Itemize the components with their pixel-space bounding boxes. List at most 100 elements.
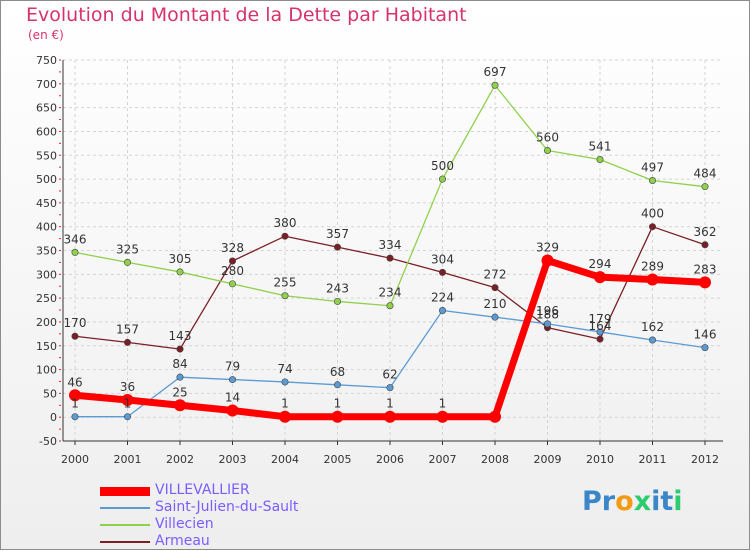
data-label: 1	[71, 397, 79, 411]
data-label: 84	[172, 357, 187, 371]
data-point	[489, 410, 501, 423]
data-label: 74	[277, 362, 292, 376]
data-point	[438, 268, 446, 276]
data-label: 210	[484, 297, 507, 311]
legend-swatch	[100, 487, 150, 496]
data-point	[71, 413, 79, 421]
legend-label: VILLEVALLIER	[155, 482, 250, 498]
x-tick-label: 2009	[534, 453, 562, 466]
data-point	[386, 384, 394, 392]
y-tick-label: 250	[36, 292, 57, 305]
chart-subtitle: (en €)	[28, 28, 64, 42]
data-label: 294	[589, 257, 612, 271]
y-tick-label: 150	[36, 340, 57, 353]
data-label: 305	[169, 252, 192, 266]
logo-letter: i	[651, 486, 661, 517]
chart-title: Evolution du Montant de la Dette par Hab…	[26, 4, 467, 26]
data-label: 143	[169, 329, 192, 343]
data-point	[543, 146, 551, 154]
data-label: 157	[116, 322, 139, 336]
data-point	[436, 410, 449, 423]
x-tick-label: 2004	[271, 453, 299, 466]
proxiti-logo: Proxiti	[582, 486, 683, 517]
x-tick-label: 2006	[376, 453, 404, 466]
x-tick-label: 2012	[691, 453, 719, 466]
data-point	[331, 410, 344, 423]
data-point	[333, 243, 341, 251]
data-point	[229, 280, 237, 288]
logo-letter: x	[633, 486, 652, 517]
data-label: 289	[641, 260, 664, 274]
data-label: 25	[172, 385, 187, 399]
data-label: 334	[379, 238, 402, 252]
data-label: 325	[116, 242, 139, 256]
x-tick-label: 2000	[61, 453, 89, 466]
data-point	[333, 297, 341, 305]
logo-letter: t	[660, 486, 674, 517]
data-point	[386, 254, 394, 262]
data-point	[648, 176, 656, 184]
y-tick-label: 50	[43, 387, 57, 400]
data-label: 280	[221, 264, 244, 278]
y-tick-label: 100	[36, 364, 57, 377]
data-label: 272	[484, 268, 507, 282]
data-label: 62	[382, 368, 397, 382]
data-label: 500	[431, 159, 454, 173]
data-label: 283	[694, 262, 717, 276]
data-label: 188	[536, 308, 559, 322]
data-point	[281, 292, 289, 300]
y-tick-label: 350	[36, 245, 57, 258]
data-point	[229, 376, 237, 384]
data-label: 164	[589, 319, 612, 333]
data-point	[71, 248, 79, 256]
data-point	[71, 332, 79, 340]
x-tick-label: 2003	[219, 453, 247, 466]
data-label: 179	[589, 312, 612, 326]
data-point	[226, 404, 239, 417]
data-point	[541, 254, 554, 267]
data-label: 146	[694, 328, 717, 342]
data-label: 1	[334, 397, 342, 411]
data-point	[491, 313, 499, 321]
data-label: 697	[484, 65, 507, 79]
data-label: 1	[439, 397, 447, 411]
data-label: 484	[694, 167, 717, 181]
data-label: 329	[536, 241, 559, 255]
x-tick-label: 2005	[324, 453, 352, 466]
data-point	[279, 410, 291, 423]
x-tick-label: 2001	[114, 453, 142, 466]
y-tick-label: 450	[36, 197, 57, 210]
y-tick-label: 200	[36, 316, 57, 329]
data-point	[281, 378, 289, 386]
data-label: 234	[379, 286, 402, 300]
data-label: 36	[120, 380, 135, 394]
logo-letter: P	[582, 486, 602, 517]
y-tick-label: 550	[36, 149, 57, 162]
data-point	[648, 223, 656, 231]
data-point	[69, 389, 81, 402]
y-tick-label: 0	[50, 411, 57, 424]
data-label: 1	[281, 397, 289, 411]
data-point	[648, 336, 656, 344]
data-point	[176, 345, 184, 353]
data-point	[176, 268, 184, 276]
data-point	[229, 257, 237, 265]
data-label: 497	[641, 160, 664, 174]
data-label: 1	[386, 397, 394, 411]
data-point	[386, 302, 394, 310]
data-point	[176, 373, 184, 381]
x-tick-label: 2011	[639, 453, 667, 466]
legend-label: Saint-Julien-du-Sault	[155, 499, 299, 515]
legend-swatch	[100, 541, 150, 543]
data-label: 346	[64, 232, 87, 246]
legend-swatch	[100, 507, 150, 509]
data-point	[384, 410, 396, 423]
data-point	[491, 81, 499, 89]
data-point	[543, 320, 551, 328]
data-label: 196	[536, 304, 559, 318]
data-point	[596, 335, 604, 343]
x-tick-label: 2008	[481, 453, 509, 466]
y-tick-label: -50	[39, 435, 57, 448]
logo-letter: i	[673, 486, 683, 517]
